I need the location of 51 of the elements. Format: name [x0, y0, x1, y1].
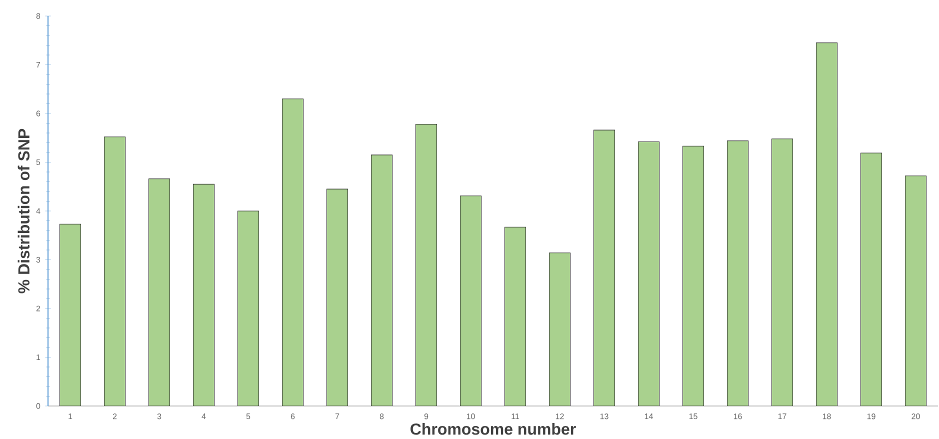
bar [460, 196, 482, 406]
x-tick-label: 2 [112, 414, 117, 420]
bar [816, 42, 838, 406]
x-tick-label: 10 [466, 414, 475, 420]
x-tick-label: 7 [335, 414, 340, 420]
bar [904, 176, 927, 406]
x-tick-label: 8 [380, 414, 384, 420]
x-tick-label: 14 [644, 414, 653, 420]
bar [638, 142, 660, 406]
x-tick-label: 3 [157, 414, 162, 420]
x-tick-label: 19 [867, 414, 876, 420]
x-tick-label: 11 [512, 414, 520, 420]
x-tick-label: 4 [202, 414, 206, 420]
x-tick-label: 12 [556, 414, 564, 420]
x-tick-label: 16 [734, 414, 742, 420]
bar [192, 184, 215, 406]
bar [726, 140, 749, 406]
bar [593, 130, 616, 406]
y-tick-label: 5 [36, 159, 40, 166]
y-tick-label: 2 [36, 306, 40, 312]
bar [104, 136, 126, 406]
y-tick-label: 6 [36, 110, 40, 116]
x-tick-label: 1 [68, 414, 72, 420]
x-tick-label: 20 [912, 414, 920, 420]
y-tick-label: 0 [36, 403, 40, 409]
y-tick-label: 1 [36, 354, 40, 360]
y-axis-title: % Distribution of SNP [18, 128, 30, 294]
bar [326, 188, 348, 406]
bar [415, 124, 438, 406]
x-tick-label: 6 [290, 414, 295, 420]
bar [59, 224, 82, 406]
x-tick-label: 9 [424, 414, 428, 420]
bar [771, 138, 794, 406]
x-axis-title: Chromosome number [410, 423, 576, 435]
y-tick-label: 3 [36, 256, 40, 263]
bar [860, 152, 882, 406]
y-tick-label: 8 [36, 13, 40, 19]
x-tick-label: 5 [246, 414, 250, 420]
x-tick-label: 15 [689, 414, 698, 420]
bar [282, 98, 304, 406]
bar [148, 178, 170, 406]
bar [548, 252, 571, 406]
bar [504, 226, 526, 406]
y-tick-label: 7 [36, 62, 40, 68]
x-tick-label: 18 [822, 414, 831, 420]
bar [370, 154, 393, 406]
x-tick-label: 13 [600, 414, 608, 420]
x-tick-label: 17 [778, 414, 786, 420]
bar [682, 146, 704, 406]
y-tick-label: 4 [36, 208, 40, 214]
bar [237, 210, 260, 406]
